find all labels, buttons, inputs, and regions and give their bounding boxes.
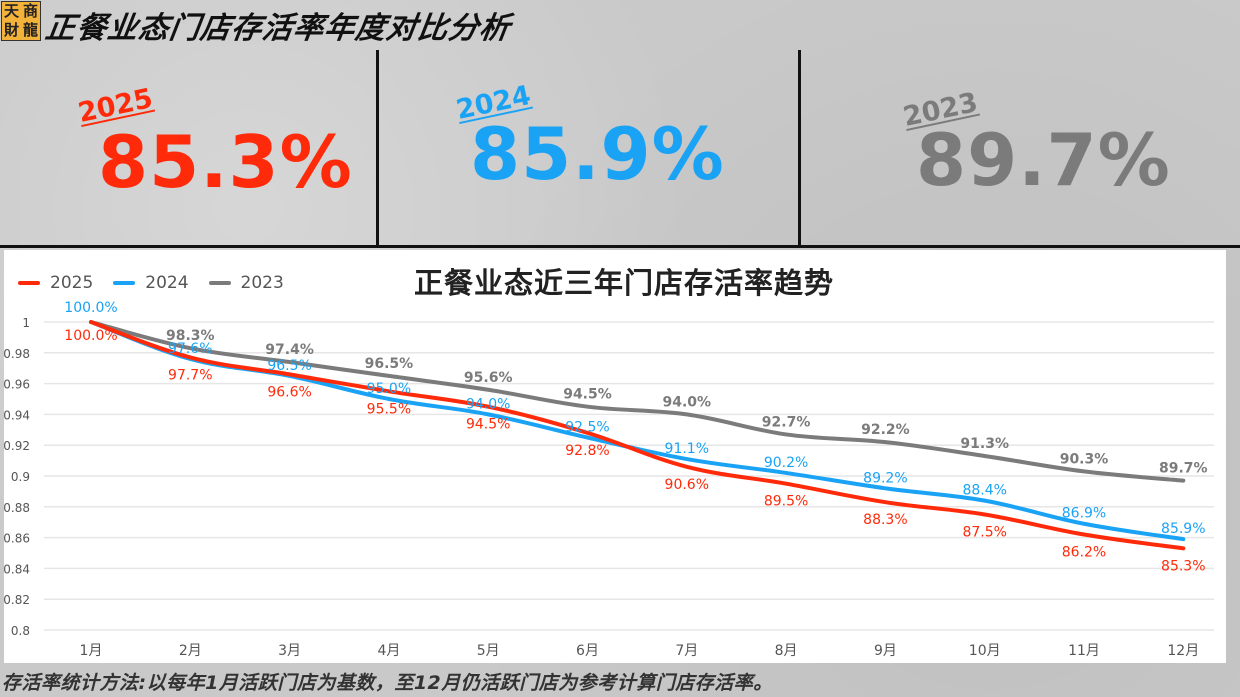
data-label: 96.5% (267, 358, 311, 374)
data-label: 94.5% (466, 417, 510, 433)
brand-logo: 天 商 財 龍 (1, 1, 41, 41)
y-tick-label: 0.94 (4, 408, 30, 422)
kpi-value: 85.3% (98, 120, 353, 204)
x-tick-label: 1月 (80, 643, 103, 659)
kpi-value: 85.9% (470, 112, 725, 196)
data-label: 85.9% (1161, 521, 1205, 537)
x-tick-label: 12月 (1167, 643, 1199, 659)
methodology-footnote: 存活率统计方法:以每年1月活跃门店为基数，至12月仍活跃门店为参考计算门店存活率… (2, 672, 773, 694)
data-label: 95.0% (367, 381, 411, 397)
data-label: 91.1% (665, 441, 709, 457)
data-label: 92.8% (565, 443, 609, 459)
data-label: 92.5% (565, 420, 609, 436)
legend-item-2024[interactable]: 2024 (113, 273, 189, 293)
x-tick-label: 9月 (874, 643, 897, 659)
x-tick-label: 7月 (675, 643, 698, 659)
data-label: 92.7% (762, 414, 811, 430)
data-label: 89.7% (1159, 461, 1208, 477)
series-line-2023[interactable] (89, 320, 1186, 483)
x-tick-label: 11月 (1068, 643, 1100, 659)
data-label: 97.4% (265, 342, 314, 358)
data-label: 87.5% (962, 525, 1006, 541)
x-tick-label: 6月 (576, 643, 599, 659)
data-label: 89.2% (863, 470, 907, 486)
data-label: 97.6% (168, 341, 212, 357)
data-label: 86.9% (1062, 506, 1106, 522)
y-tick-label: 0.86 (4, 532, 30, 546)
legend-item-2025[interactable]: 2025 (18, 273, 93, 293)
data-label: 88.4% (962, 483, 1006, 499)
kpi-bottom-border (0, 245, 1240, 248)
data-label: 97.7% (168, 367, 212, 383)
y-tick-label: 0.88 (4, 501, 30, 515)
y-tick-label: 0.84 (4, 562, 30, 576)
chart-legend: 2025 2024 2023 (18, 273, 284, 293)
data-label: 95.5% (367, 401, 411, 417)
data-label: 94.0% (663, 394, 712, 410)
line-chart-panel: 2025 2024 2023 正餐业态近三年门店存活率趋势 0.8 0.82 0.8… (4, 250, 1226, 663)
x-tick-label: 2月 (179, 643, 202, 659)
series-line-2025[interactable] (89, 320, 1186, 551)
kpi-divider (798, 50, 801, 246)
y-tick-label: 0.96 (4, 378, 30, 392)
legend-item-2023[interactable]: 2023 (208, 273, 284, 293)
y-tick-label: 0.98 (4, 347, 30, 361)
y-tick-label: 0.82 (4, 593, 30, 607)
data-label: 85.3% (1161, 558, 1205, 574)
data-label: 94.0% (466, 396, 510, 412)
x-tick-label: 5月 (477, 643, 500, 659)
data-label: 94.5% (563, 387, 612, 403)
page-title: 正餐业态门店存活率年度对比分析 (43, 11, 513, 46)
x-tick-label: 3月 (278, 643, 301, 659)
y-tick-label: 1 (22, 316, 30, 330)
legend-swatch (18, 281, 40, 285)
y-tick-label: 0.92 (4, 439, 30, 453)
data-label: 95.6% (464, 370, 513, 386)
data-label: 89.5% (764, 494, 808, 510)
plot-area: 0.80.820.840.860.880.90.920.940.960.9811… (4, 300, 1214, 659)
data-label: 90.3% (1060, 451, 1109, 467)
legend-label: 2023 (240, 273, 284, 293)
data-label: 90.2% (764, 455, 808, 471)
chart-title: 正餐业态近三年门店存活率趋势 (414, 266, 835, 300)
logo-char: 天 (3, 2, 19, 20)
x-tick-label: 4月 (377, 643, 400, 659)
data-label: 88.3% (863, 512, 907, 528)
x-tick-label: 10月 (969, 643, 1001, 659)
logo-char: 商 (22, 2, 38, 20)
legend-swatch (113, 281, 136, 285)
data-label: 91.3% (960, 436, 1009, 452)
legend-swatch (208, 281, 231, 285)
legend-label: 2025 (50, 273, 94, 293)
legend-label: 2024 (145, 273, 189, 293)
data-label: 96.5% (365, 356, 414, 372)
kpi-value: 89.7% (916, 118, 1171, 202)
data-label: 86.2% (1062, 545, 1106, 561)
data-label: 90.6% (665, 477, 709, 493)
data-label: 100.0% (64, 300, 117, 316)
kpi-divider (376, 50, 379, 246)
x-tick-label: 8月 (775, 643, 798, 659)
logo-char: 財 (3, 21, 19, 39)
data-label: 100.0% (64, 328, 117, 344)
y-tick-label: 0.9 (11, 470, 30, 484)
data-label: 92.2% (861, 422, 910, 438)
data-label: 98.3% (166, 328, 215, 344)
data-label: 96.6% (267, 384, 311, 400)
y-tick-label: 0.8 (11, 624, 30, 638)
logo-char: 龍 (22, 21, 38, 39)
kpi-row: 2025 85.3% 2024 85.9% 2023 89.7% (0, 50, 1240, 246)
